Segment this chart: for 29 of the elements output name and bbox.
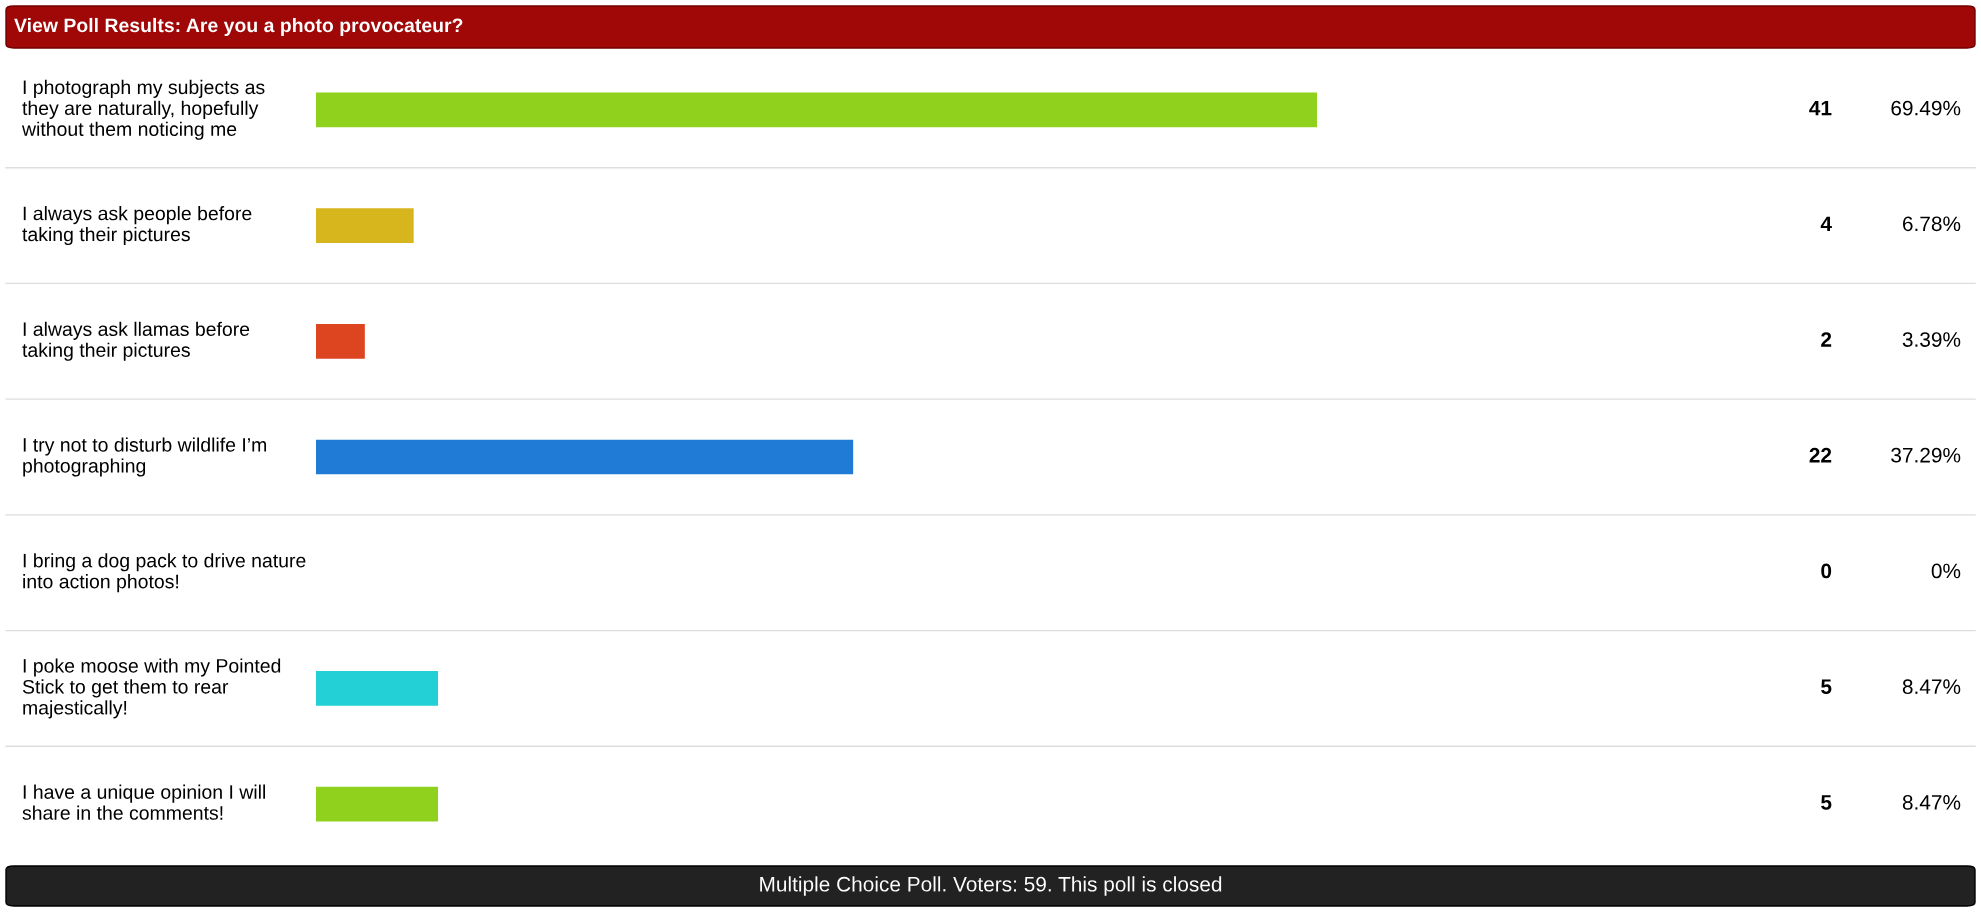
bar [316,323,365,359]
y-tick-label: I bring a dog pack to drive nature into action photos! [23,553,306,593]
chart-title: View Poll Results: Are you a photo provocateur? [14,17,463,37]
data-label: 8.47% [1902,679,1961,695]
text: 4 [1820,216,1832,231]
text: Multiple Choice Poll. Voters: 59. This poll is closed [760,876,1222,896]
bar [316,92,1317,128]
bar [316,671,439,706]
y-tick-label: I have a unique opinion I will share in the comments! [22,784,265,820]
y-tick-label: I photograph my subjects as they are naturally, hopefully without them noticing me [21,79,265,140]
y-tick-label: I always ask llamas before taking their pictures [22,321,250,361]
bar [316,786,439,822]
text: 0 [1821,563,1832,579]
data-label: 3.39% [1902,332,1961,347]
text: 2 [1821,332,1832,347]
y-tick-label: I poke moose with my Pointed Stick to get them to rear majestically! [22,658,281,719]
text: 41 [1809,100,1832,116]
bar [316,439,854,475]
bar [316,208,414,243]
data-label: 0% [1931,563,1961,579]
y-tick-label: I always ask people before taking their pictures [22,206,252,246]
text: 22 [1809,447,1832,463]
data-label: 8.47% [1902,794,1961,810]
text: 5 [1821,795,1832,810]
data-label: 6.78% [1902,216,1961,232]
data-label: 37.29% [1891,447,1961,463]
y-tick-label: I try not to disturb wildlife I’m photographing [23,437,267,477]
text: 5 [1821,679,1832,695]
data-label: 69.49% [1891,100,1961,116]
